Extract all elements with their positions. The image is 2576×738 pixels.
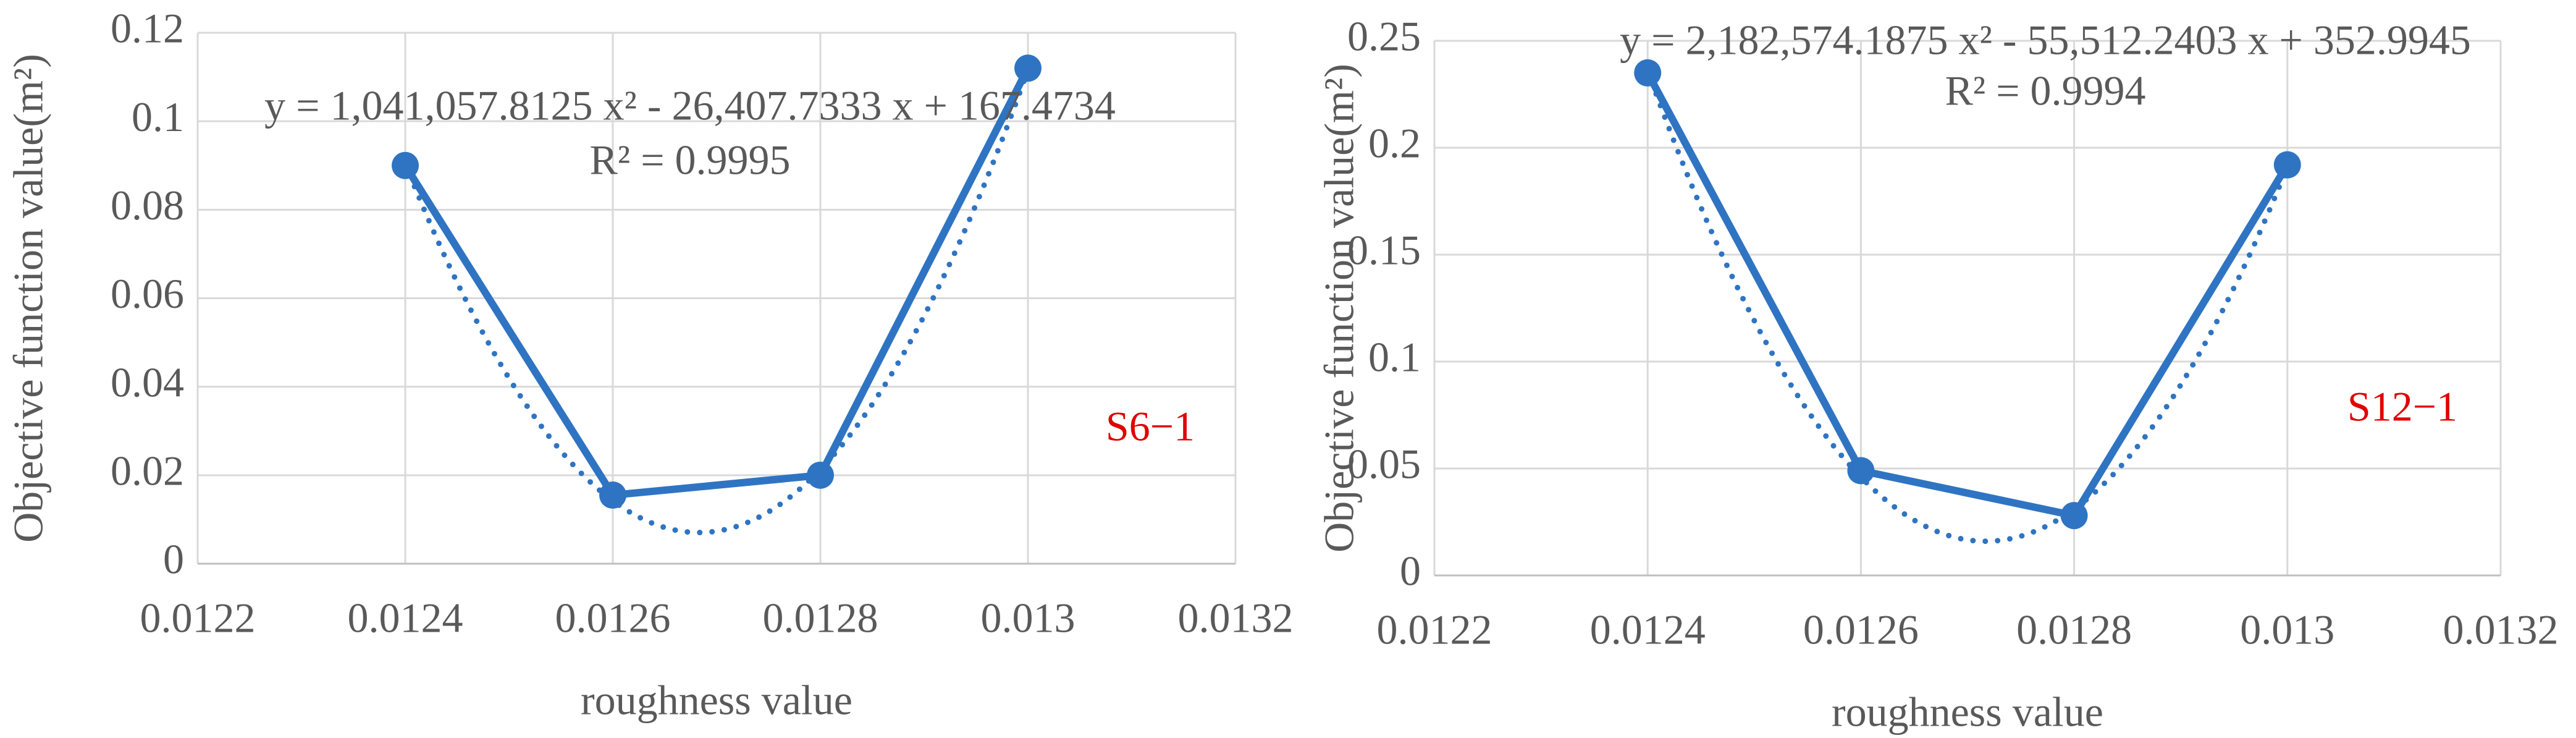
x-tick-label: 0.0128 bbox=[763, 595, 878, 642]
y-tick-label: 0.15 bbox=[1347, 227, 1421, 274]
sample-label: S12−1 bbox=[2347, 383, 2457, 430]
y-tick-label: 0 bbox=[1400, 548, 1421, 595]
y-tick-label: 0 bbox=[163, 536, 184, 583]
y-tick-label: 0.08 bbox=[111, 182, 184, 229]
x-axis-title: roughness value bbox=[581, 677, 852, 724]
data-point bbox=[392, 151, 419, 179]
data-point bbox=[1014, 54, 1042, 82]
data-point bbox=[599, 481, 626, 509]
series-line bbox=[1644, 71, 2291, 520]
y-tick-label: 0.2 bbox=[1368, 120, 1421, 167]
y-tick-label: 0.04 bbox=[111, 358, 184, 405]
x-axis-title: roughness value bbox=[1832, 689, 2103, 736]
x-tick-label: 0.0124 bbox=[1590, 606, 1706, 653]
y-tick-label: 0.05 bbox=[1347, 441, 1421, 488]
data-point bbox=[807, 461, 834, 489]
y-tick-label: 0.02 bbox=[111, 447, 184, 494]
x-tick-label: 0.0124 bbox=[348, 595, 463, 642]
series-line bbox=[402, 66, 1032, 499]
x-tick-label: 0.013 bbox=[2240, 606, 2334, 653]
trendline-equation: y = 2,182,574.1875 x² - 55,512.2403 x + … bbox=[1620, 17, 2471, 64]
x-tick-label: 0.013 bbox=[981, 595, 1075, 642]
data-point bbox=[1847, 457, 1875, 485]
y-tick-label: 0.12 bbox=[111, 5, 184, 52]
data-point bbox=[2060, 502, 2088, 530]
r-squared: R² = 0.9995 bbox=[589, 137, 790, 184]
y-axis-title: Objective function value(m²) bbox=[5, 54, 52, 543]
r-squared: R² = 0.9994 bbox=[1945, 67, 2145, 114]
x-tick-label: 0.0126 bbox=[555, 595, 671, 642]
x-tick-label: 0.0132 bbox=[2443, 606, 2559, 653]
trendline-equation: y = 1,041,057.8125 x² - 26,407.7333 x + … bbox=[264, 82, 1116, 129]
data-point bbox=[2273, 151, 2301, 179]
sample-label: S6−1 bbox=[1106, 403, 1195, 450]
y-tick-label: 0.1 bbox=[132, 93, 184, 140]
y-axis-title: Objective function value(m²) bbox=[1316, 64, 1363, 553]
x-tick-label: 0.0122 bbox=[140, 595, 256, 642]
y-tick-label: 0.25 bbox=[1347, 13, 1421, 60]
y-tick-label: 0.1 bbox=[1368, 334, 1421, 381]
trendline bbox=[1644, 67, 2291, 545]
x-tick-label: 0.0132 bbox=[1178, 595, 1294, 642]
y-tick-label: 0.06 bbox=[111, 270, 184, 317]
x-tick-label: 0.0122 bbox=[1377, 606, 1492, 653]
data-point bbox=[1634, 59, 1662, 87]
x-tick-label: 0.0126 bbox=[1803, 606, 1919, 653]
x-tick-label: 0.0128 bbox=[2016, 606, 2132, 653]
